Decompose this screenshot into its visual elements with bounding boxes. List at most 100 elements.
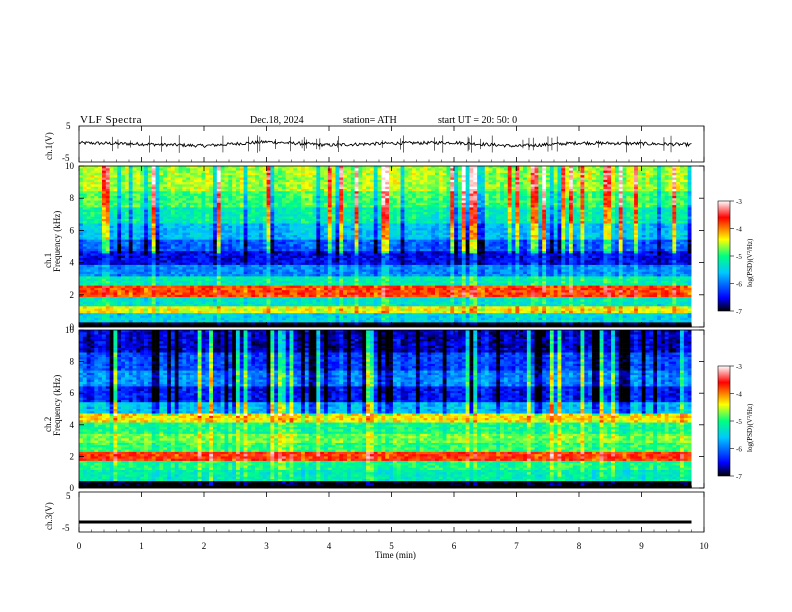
spectrogram-cell bbox=[392, 172, 398, 176]
spectrogram-cell bbox=[224, 168, 229, 171]
spectrogram-cell bbox=[144, 198, 149, 201]
spectrogram-cell bbox=[672, 207, 677, 210]
spectrogram-cell bbox=[653, 228, 658, 231]
spectrogram-cell bbox=[584, 170, 589, 174]
spectrogram-cell bbox=[224, 172, 229, 176]
spectrogram-cell bbox=[220, 209, 225, 213]
spectrogram-cell bbox=[205, 221, 210, 224]
spectrogram-cell bbox=[653, 209, 658, 213]
spectrogram-cell bbox=[182, 212, 187, 215]
spectrogram-cell bbox=[258, 198, 264, 201]
spectrogram-cell bbox=[209, 170, 214, 174]
spectrogram-cell bbox=[193, 189, 198, 192]
spectrogram-cell bbox=[362, 195, 367, 199]
spectrogram-cell bbox=[419, 228, 424, 231]
spectrogram-cell bbox=[565, 214, 570, 217]
spectrogram-cell bbox=[626, 235, 631, 238]
spectrogram-cell bbox=[611, 202, 616, 206]
spectrogram-cell bbox=[446, 191, 451, 194]
spectrogram-cell bbox=[79, 218, 84, 222]
spectrogram-cell bbox=[507, 209, 512, 213]
spectrogram-cell bbox=[584, 230, 589, 233]
spectrogram-cell bbox=[128, 230, 133, 233]
spectrogram-cell bbox=[408, 170, 413, 174]
spectrogram-cell bbox=[672, 202, 677, 206]
spectrogram-cell bbox=[549, 235, 554, 238]
spectrogram-cell bbox=[117, 186, 122, 190]
spectrogram-cell bbox=[614, 205, 620, 208]
spectrogram-cell bbox=[473, 202, 478, 206]
spectrogram-cell bbox=[603, 212, 608, 215]
spectrogram-cell bbox=[649, 225, 654, 229]
spectrogram-cell bbox=[362, 193, 367, 197]
spectrogram-cell bbox=[503, 172, 509, 176]
spectrogram-cell bbox=[580, 218, 585, 222]
spectrogram-cell bbox=[480, 209, 486, 213]
spectrogram-cell bbox=[630, 209, 635, 213]
spectrogram-cell bbox=[377, 202, 382, 206]
spectrogram-cell bbox=[369, 193, 375, 197]
spectrogram-cell bbox=[530, 202, 535, 206]
spectrogram-cell bbox=[477, 221, 482, 224]
spectrogram-cell bbox=[446, 166, 451, 169]
spectrogram-cell bbox=[523, 230, 528, 233]
spectrogram-cell bbox=[258, 225, 264, 229]
spectrogram-cell bbox=[557, 230, 562, 233]
spectrogram-cell bbox=[193, 212, 198, 215]
spectrogram-cell bbox=[431, 177, 436, 181]
spectrogram-cell bbox=[293, 216, 298, 220]
spectrogram-cell bbox=[415, 232, 421, 236]
spectrogram-cell bbox=[216, 184, 221, 187]
spectrogram-cell bbox=[216, 189, 221, 192]
spectrogram-cell bbox=[201, 205, 206, 208]
spectrogram-cell bbox=[193, 202, 198, 206]
spectrogram-cell bbox=[385, 166, 390, 169]
spectrogram-cell bbox=[140, 170, 145, 174]
spectrogram-cell bbox=[266, 202, 271, 206]
spectrogram-cell bbox=[668, 212, 673, 215]
spectrogram-cell bbox=[507, 216, 512, 220]
spectrogram-cell bbox=[224, 207, 229, 210]
spectrogram-cell bbox=[595, 221, 600, 224]
spectrogram-cell bbox=[155, 202, 160, 206]
spectrogram-cell bbox=[201, 214, 206, 217]
spectrogram-cell bbox=[423, 202, 428, 206]
spectrogram-cell bbox=[297, 168, 302, 171]
spectrogram-cell bbox=[496, 235, 501, 238]
spectrogram-cell bbox=[190, 202, 195, 206]
spectrogram-cell bbox=[301, 170, 306, 174]
spectrogram-cell bbox=[607, 166, 612, 169]
spectrogram-cell bbox=[500, 225, 505, 229]
spectrogram-cell bbox=[557, 172, 562, 176]
spectrogram-cell bbox=[304, 225, 309, 229]
spectrogram-cell bbox=[668, 202, 673, 206]
spectrogram-cell bbox=[473, 191, 478, 194]
spectrogram-cell bbox=[159, 198, 164, 201]
spectrogram-cell bbox=[209, 212, 214, 215]
spectrogram-cell bbox=[239, 172, 244, 176]
spectrogram-cell bbox=[312, 170, 317, 174]
spectrogram-cell bbox=[546, 175, 551, 178]
spectrogram-cell bbox=[304, 177, 309, 181]
spectrogram-cell bbox=[618, 221, 623, 224]
spectrogram-cell bbox=[197, 189, 202, 192]
spectrogram-cell bbox=[687, 182, 692, 185]
spectrogram-cell bbox=[79, 191, 84, 194]
spectrogram-cell bbox=[614, 232, 620, 236]
spectrogram-cell bbox=[324, 223, 329, 227]
spectrogram-cell bbox=[209, 205, 214, 208]
spectrogram-cell bbox=[415, 182, 421, 185]
spectrogram-cell bbox=[274, 186, 279, 190]
spectrogram-cell bbox=[415, 209, 421, 213]
spectrogram-cell bbox=[232, 207, 237, 210]
spectrogram-cell bbox=[297, 235, 302, 238]
spectrogram-cell bbox=[572, 223, 577, 227]
spectrogram-cell bbox=[174, 182, 179, 185]
spectrogram-cell bbox=[316, 175, 321, 178]
spectrogram-cell bbox=[331, 207, 336, 210]
spectrogram-cell bbox=[603, 205, 608, 208]
spectrogram-cell bbox=[247, 214, 252, 217]
spectrogram-cell bbox=[419, 186, 424, 190]
spectrogram-cell bbox=[147, 191, 153, 194]
spectrogram-cell bbox=[170, 232, 176, 236]
